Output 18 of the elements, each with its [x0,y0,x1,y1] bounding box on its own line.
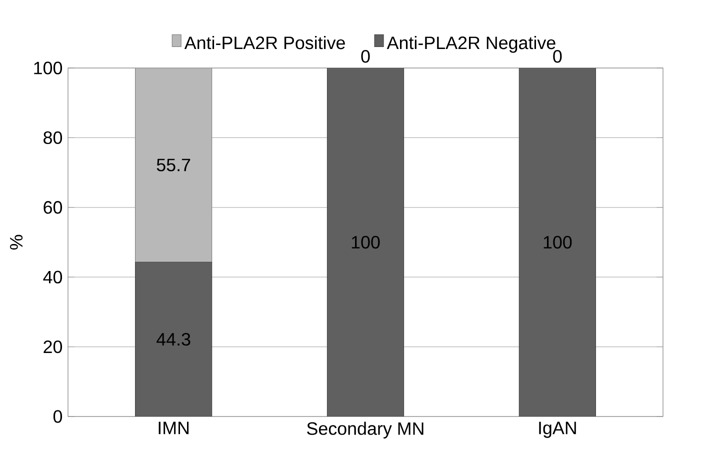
y-tick-label: 0 [53,410,62,423]
x-tick-label: IgAN [539,422,576,438]
data-label: 100 [352,236,380,249]
legend-label: Anti-PLA2R Positive [184,36,345,50]
data-label: 100 [544,236,572,249]
x-tick-label: Secondary MN [307,422,424,439]
y-axis-title: % [10,235,23,250]
data-label: 0 [553,50,562,63]
legend-label: Anti-PLA2R Negative [386,36,556,53]
data-label: 55.7 [156,158,190,172]
y-tick-label: 100 [34,62,62,74]
data-label: 44.3 [156,333,190,346]
data-label: 0 [361,50,370,63]
y-tick-label: 80 [44,131,62,144]
x-tick-label: IMN [158,422,189,434]
y-tick-label: 40 [43,270,62,284]
y-tick-label: 60 [44,201,62,214]
y-tick-label: 20 [44,340,62,354]
